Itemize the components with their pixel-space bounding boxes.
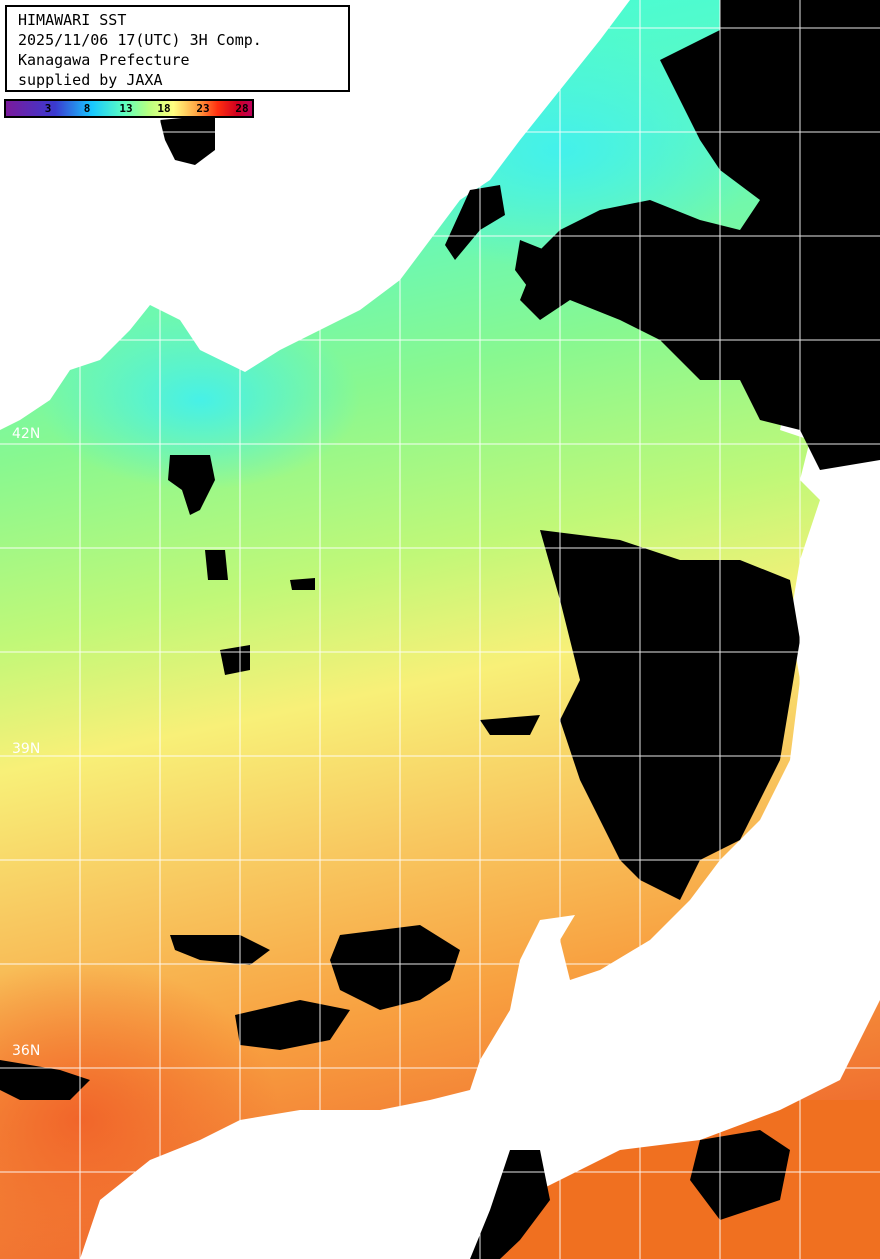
colorbar-tick: 23	[196, 102, 210, 115]
latitude-label-36n: 36N	[12, 1043, 41, 1059]
cold-water-patch	[40, 310, 360, 490]
title-line-datetime: 2025/11/06 17(UTC) 3H Comp.	[18, 31, 262, 49]
temperature-colorbar: 3 8 13 18 23 28	[4, 99, 254, 118]
title-line-organization: Kanagawa Prefecture	[18, 51, 190, 69]
title-line-product: HIMAWARI SST	[18, 11, 127, 29]
colorbar-tick: 13	[119, 102, 133, 115]
land-japan	[80, 300, 880, 1259]
latitude-label-42n: 42N	[12, 426, 41, 442]
title-box: HIMAWARI SST 2025/11/06 17(UTC) 3H Comp.…	[5, 5, 350, 92]
title-line-source: supplied by JAXA	[18, 71, 163, 89]
colorbar-tick: 3	[44, 102, 52, 115]
colorbar-tick: 18	[157, 102, 171, 115]
latitude-label-39n: 39N	[12, 741, 41, 757]
colorbar-tick: 8	[83, 102, 91, 115]
colorbar-tick: 28	[235, 102, 249, 115]
